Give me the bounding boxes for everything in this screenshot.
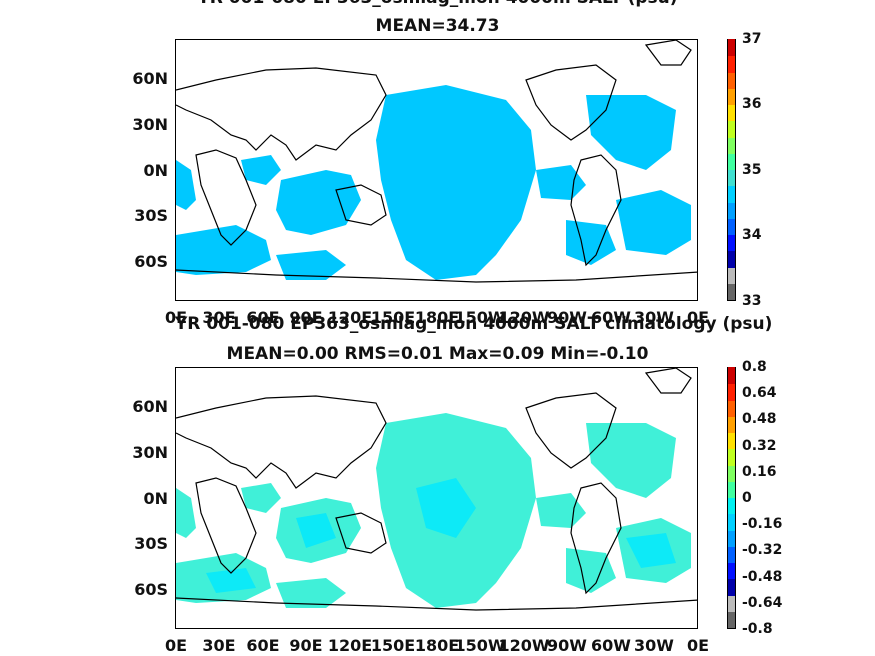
panel1-colorbar-tick: 33: [742, 293, 762, 309]
panel1-map-canvas: [176, 40, 697, 283]
panel2-lat-label-0n: 0N: [143, 489, 168, 508]
panel2-lon-label: 150W: [454, 636, 506, 655]
colorbar-segment: [728, 234, 735, 252]
colorbar-segment: [728, 266, 735, 284]
colorbar-segment: [728, 169, 735, 187]
panel1-lon-label: 30W: [634, 308, 674, 327]
colorbar-segment: [728, 218, 735, 235]
colorbar-segment: [728, 250, 735, 268]
panel2-colorbar-tick: -0.64: [742, 595, 783, 611]
panel2-colorbar: [727, 367, 736, 629]
panel1-lat-label-0n: 0N: [143, 161, 168, 180]
colorbar-segment: [728, 136, 735, 154]
panel1-lon-label: 60E: [246, 308, 280, 327]
panel2-colorbar-tick: -0.16: [742, 516, 783, 532]
panel2-colorbar-tick: -0.48: [742, 569, 783, 585]
panel1-lat-label-60n: 60N: [132, 69, 168, 88]
panel2-subtitle: MEAN=0.00 RMS=0.01 Max=0.09 Min=-0.10: [226, 344, 649, 364]
panel2-lon-label: 0E: [686, 636, 710, 655]
panel1-colorbar: [727, 39, 736, 301]
colorbar-segment: [728, 201, 735, 219]
panel1-subtitle: MEAN=34.73: [375, 16, 500, 36]
panel2-colorbar-tick: 0: [742, 490, 752, 506]
panel2-colorbar-tick: -0.8: [742, 621, 773, 637]
colorbar-segment: [728, 546, 735, 563]
colorbar-segment: [728, 55, 735, 73]
colorbar-segment: [728, 416, 735, 433]
panel2-map-canvas: [176, 368, 697, 611]
colorbar-segment: [728, 513, 735, 531]
panel1-colorbar-tick: 35: [742, 162, 762, 178]
panel2-coastlines: [176, 368, 697, 611]
panel2-colorbar-tick: 0.64: [742, 385, 777, 401]
colorbar-segment: [728, 71, 735, 89]
panel2-lon-label: 0E: [164, 636, 188, 655]
panel2-lat-label-60s: 60S: [134, 580, 168, 599]
panel1-map: [175, 39, 698, 301]
panel1-lat-label-30s: 30S: [134, 206, 168, 225]
panel1-lon-label: 180E: [414, 308, 460, 327]
panel2-colorbar-tick: 0.16: [742, 464, 777, 480]
panel2-lon-label: 150E: [370, 636, 416, 655]
colorbar-segment: [728, 283, 735, 300]
panel1-ocean-field: [176, 85, 691, 280]
panel1-colorbar-tick: 36: [742, 96, 762, 112]
colorbar-segment: [728, 611, 735, 628]
panel2-lon-label: 120W: [498, 636, 550, 655]
panel1-lat-label-30n: 30N: [132, 115, 168, 134]
panel1-lon-label: 120W: [498, 308, 550, 327]
panel1-lon-label: 90E: [289, 308, 323, 327]
colorbar-segment: [728, 578, 735, 596]
colorbar-segment: [728, 185, 735, 203]
panel2-title: YR 001-080 EP363_osmlag_mon 4000m SALT c…: [175, 314, 773, 334]
colorbar-segment: [728, 104, 735, 122]
panel2-colorbar-tick: 0.32: [742, 438, 777, 454]
panel2-lon-label: 90W: [547, 636, 587, 655]
panel2-lon-label: 60W: [591, 636, 631, 655]
panel1-colorbar-tick: 37: [742, 31, 762, 47]
panel1-lat-label-60s: 60S: [134, 252, 168, 271]
panel2-lon-label: 60E: [246, 636, 280, 655]
panel1-lon-label: 30E: [202, 308, 236, 327]
panel1-lon-label: 60W: [591, 308, 631, 327]
panel2-lon-label: 30E: [202, 636, 236, 655]
colorbar-segment: [728, 448, 735, 466]
panel1-colorbar-tick: 34: [742, 227, 762, 243]
panel2-lon-label: 180E: [414, 636, 460, 655]
panel1-lon-label: 0E: [686, 308, 710, 327]
colorbar-segment: [728, 399, 735, 417]
panel2-lat-label-30n: 30N: [132, 443, 168, 462]
panel2-lon-label: 120E: [327, 636, 373, 655]
panel2-ocean-field-cyan: [206, 478, 676, 593]
panel2-colorbar-tick: 0.48: [742, 411, 777, 427]
colorbar-segment: [728, 39, 735, 57]
colorbar-segment: [728, 464, 735, 482]
panel2-map: [175, 367, 698, 629]
colorbar-segment: [728, 562, 735, 580]
panel1-lon-label: 150W: [454, 308, 506, 327]
panel1-lon-label: 150E: [370, 308, 416, 327]
panel1-title: YR 001-080 EP363_osmlag_mon 4000m SALT (…: [175, 0, 700, 8]
panel2-lat-label-60n: 60N: [132, 397, 168, 416]
panel2-lon-label: 90E: [289, 636, 323, 655]
colorbar-segment: [728, 432, 735, 450]
colorbar-segment: [728, 153, 735, 170]
panel1-lon-label: 0E: [164, 308, 188, 327]
colorbar-segment: [728, 497, 735, 515]
panel2-lon-label: 30W: [634, 636, 674, 655]
panel1-lon-label: 90W: [547, 308, 587, 327]
colorbar-segment: [728, 383, 735, 401]
panel1-lon-label: 120E: [327, 308, 373, 327]
colorbar-segment: [728, 481, 735, 498]
panel2-lat-label-30s: 30S: [134, 534, 168, 553]
panel2-colorbar-tick: 0.8: [742, 359, 767, 375]
colorbar-segment: [728, 594, 735, 612]
colorbar-segment: [728, 367, 735, 385]
colorbar-segment: [728, 120, 735, 138]
colorbar-segment: [728, 88, 735, 105]
colorbar-segment: [728, 529, 735, 547]
panel1-coastlines: [176, 40, 697, 283]
panel2-colorbar-tick: -0.32: [742, 542, 783, 558]
